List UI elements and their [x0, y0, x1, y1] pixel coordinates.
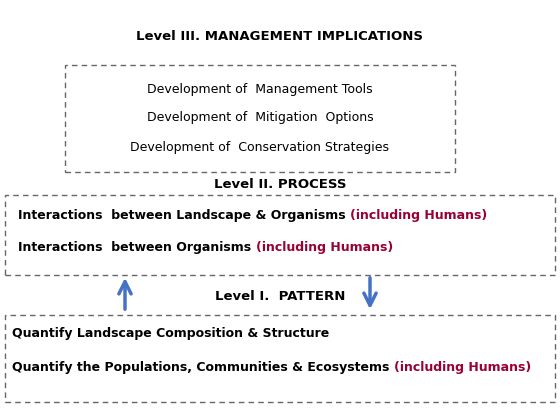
Text: Interactions  between Landscape & Organisms: Interactions between Landscape & Organis…	[18, 208, 350, 221]
Text: Level II. PROCESS: Level II. PROCESS	[214, 178, 346, 191]
Text: Level I.  PATTERN: Level I. PATTERN	[215, 289, 345, 302]
Bar	[5, 195, 555, 275]
Text: Development of  Mitigation  Options: Development of Mitigation Options	[147, 111, 374, 124]
Bar	[65, 65, 455, 172]
Text: (including Humans): (including Humans)	[394, 362, 531, 375]
Text: Quantify Landscape Composition & Structure: Quantify Landscape Composition & Structu…	[12, 328, 329, 341]
Text: Development of  Management Tools: Development of Management Tools	[147, 84, 373, 97]
Text: (including Humans): (including Humans)	[350, 208, 487, 221]
Text: (including Humans): (including Humans)	[255, 241, 393, 255]
Bar	[5, 315, 555, 402]
Text: Quantify the Populations, Communities & Ecosystems: Quantify the Populations, Communities & …	[12, 362, 394, 375]
Text: Development of  Conservation Strategies: Development of Conservation Strategies	[130, 142, 390, 155]
Text: Interactions  between Organisms: Interactions between Organisms	[18, 241, 255, 255]
Text: Level III. MANAGEMENT IMPLICATIONS: Level III. MANAGEMENT IMPLICATIONS	[137, 31, 423, 44]
